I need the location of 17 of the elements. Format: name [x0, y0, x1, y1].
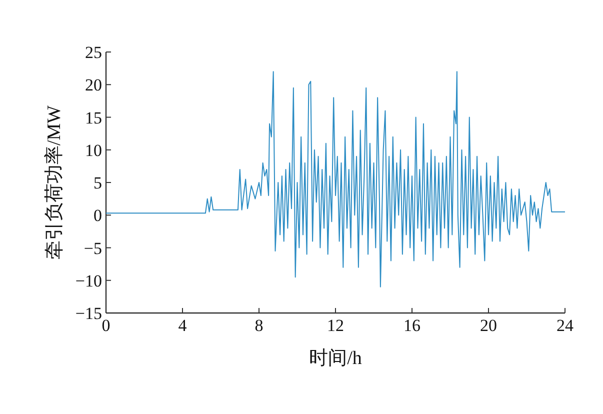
y-tick-label: −10 [75, 271, 102, 290]
y-tick-label: −15 [75, 304, 102, 323]
x-tick-label: 16 [404, 316, 420, 335]
y-tick-label: 0 [94, 206, 102, 226]
x-tick-label: 8 [254, 316, 264, 335]
x-tick-label: 24 [556, 316, 574, 335]
y-tick-label: 10 [85, 140, 102, 160]
y-tick-label: 15 [85, 108, 102, 128]
y-tick-label: 25 [85, 43, 102, 62]
x-axis-title: 时间/h [309, 348, 362, 369]
x-tick-label: 12 [327, 316, 344, 335]
x-tick-label: 20 [480, 316, 497, 335]
y-tick-label: 5 [94, 174, 102, 192]
y-tick-label: 20 [85, 76, 102, 95]
y-tick-label: −5 [84, 238, 102, 258]
x-tick-label: 4 [178, 316, 188, 335]
y-axis-title: 牵引负荷功率/MW [43, 105, 65, 260]
